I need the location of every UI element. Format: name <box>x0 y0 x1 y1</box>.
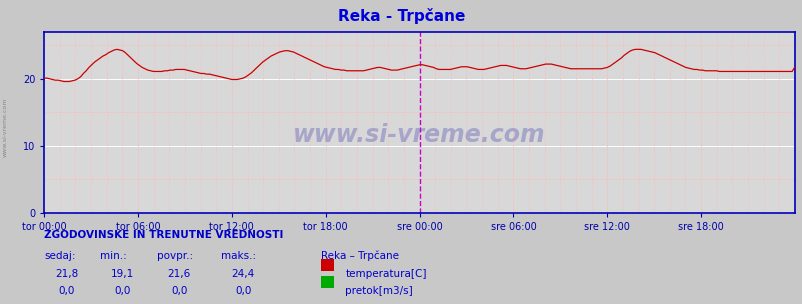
Text: www.si-vreme.com: www.si-vreme.com <box>2 98 7 157</box>
Text: www.si-vreme.com: www.si-vreme.com <box>293 123 545 147</box>
Text: maks.:: maks.: <box>221 251 256 261</box>
Text: 0,0: 0,0 <box>59 286 75 296</box>
Text: povpr.:: povpr.: <box>156 251 192 261</box>
Text: 21,8: 21,8 <box>55 269 78 279</box>
Text: sedaj:: sedaj: <box>44 251 75 261</box>
Text: 0,0: 0,0 <box>235 286 251 296</box>
Text: Reka - Trpčane: Reka - Trpčane <box>338 8 464 24</box>
Text: Reka – Trpčane: Reka – Trpčane <box>321 251 399 261</box>
Text: pretok[m3/s]: pretok[m3/s] <box>345 286 412 296</box>
Text: 19,1: 19,1 <box>111 269 134 279</box>
Text: ZGODOVINSKE IN TRENUTNE VREDNOSTI: ZGODOVINSKE IN TRENUTNE VREDNOSTI <box>44 230 283 240</box>
Text: 0,0: 0,0 <box>115 286 131 296</box>
Text: 0,0: 0,0 <box>171 286 187 296</box>
Text: temperatura[C]: temperatura[C] <box>345 269 426 279</box>
Text: 24,4: 24,4 <box>232 269 254 279</box>
Text: min.:: min.: <box>100 251 127 261</box>
Text: 21,6: 21,6 <box>168 269 190 279</box>
